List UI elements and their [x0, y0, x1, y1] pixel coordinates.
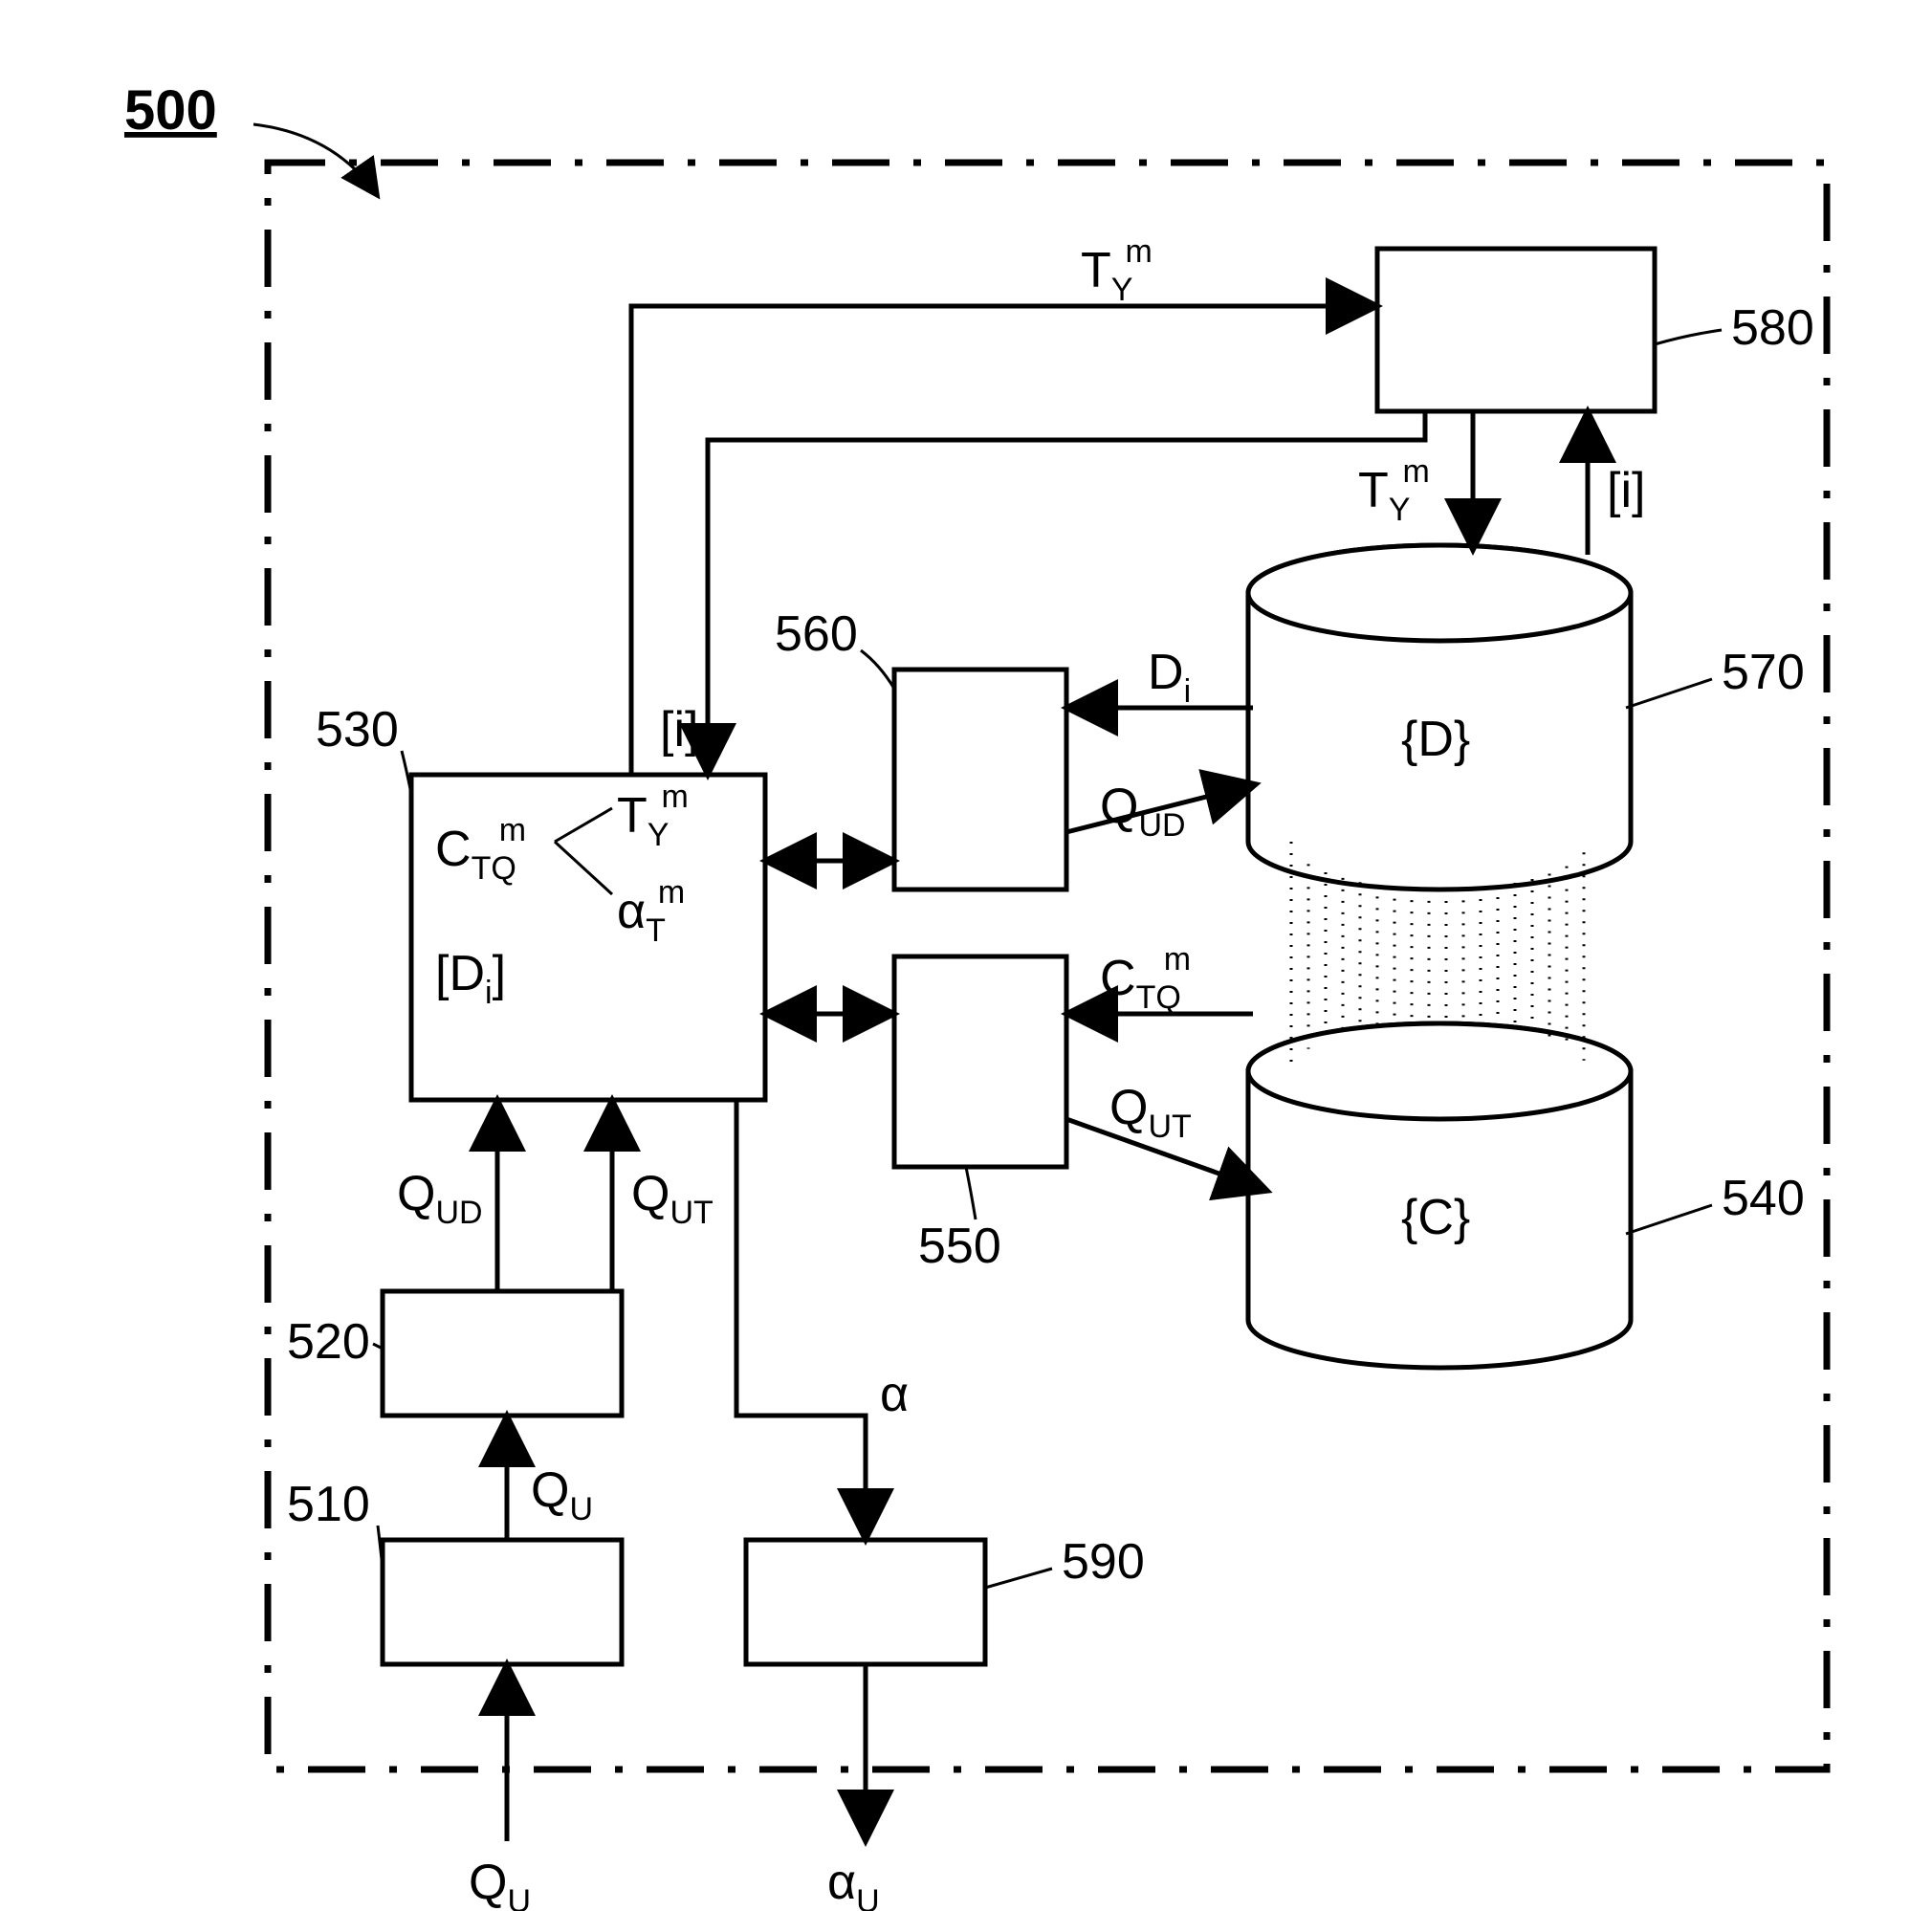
label-qu-in: QU — [469, 1855, 531, 1911]
label-i-580: [i] — [1607, 463, 1645, 518]
label-qu-510-520: QU — [531, 1462, 593, 1527]
ref-520: 520 — [287, 1314, 370, 1370]
ref-590: 590 — [1062, 1534, 1145, 1590]
ref-550: 550 — [918, 1219, 1001, 1274]
block-560: 560 — [775, 606, 1066, 890]
label-di-560: Di — [1148, 645, 1191, 710]
label-qud: QUD — [397, 1166, 483, 1231]
ref-500-text: 500 — [124, 79, 217, 142]
cyl-570-label: {D} — [1401, 712, 1470, 767]
block-550: 550 — [894, 956, 1066, 1274]
cylinder-570: {D} 570 — [1248, 545, 1805, 890]
label-qud-570: QUD — [1100, 779, 1186, 844]
label-tym-580: TYm — [1081, 233, 1153, 308]
block-580: 580 — [1377, 249, 1814, 411]
cylinder-540: {C} 540 — [1248, 1023, 1805, 1368]
label-i-530: [i] — [660, 702, 698, 758]
label-tym-570: TYm — [1358, 453, 1430, 528]
label-ctq-550: CTQm — [1100, 941, 1191, 1016]
b530-di: [Di] — [435, 946, 506, 1011]
block-590: 590 — [746, 1534, 1145, 1664]
label-alpha-590: α — [880, 1367, 909, 1422]
ref-510: 510 — [287, 1477, 370, 1532]
label-qut-540: QUT — [1109, 1080, 1192, 1145]
label-alphau-out: αU — [827, 1855, 880, 1911]
ref-540: 540 — [1722, 1171, 1805, 1226]
figure-reference-500: 500 — [124, 79, 378, 196]
cyl-540-label: {C} — [1401, 1190, 1470, 1245]
block-520: 520 — [287, 1291, 622, 1416]
block-530: 530 CTQm TYm αTm [Di] — [316, 702, 765, 1100]
ref-570: 570 — [1722, 645, 1805, 700]
label-qut: QUT — [631, 1166, 714, 1231]
ref-530: 530 — [316, 702, 399, 758]
ref-580: 580 — [1731, 300, 1814, 356]
ref-560: 560 — [775, 606, 858, 662]
arrow-alpha-590 — [736, 1100, 866, 1540]
